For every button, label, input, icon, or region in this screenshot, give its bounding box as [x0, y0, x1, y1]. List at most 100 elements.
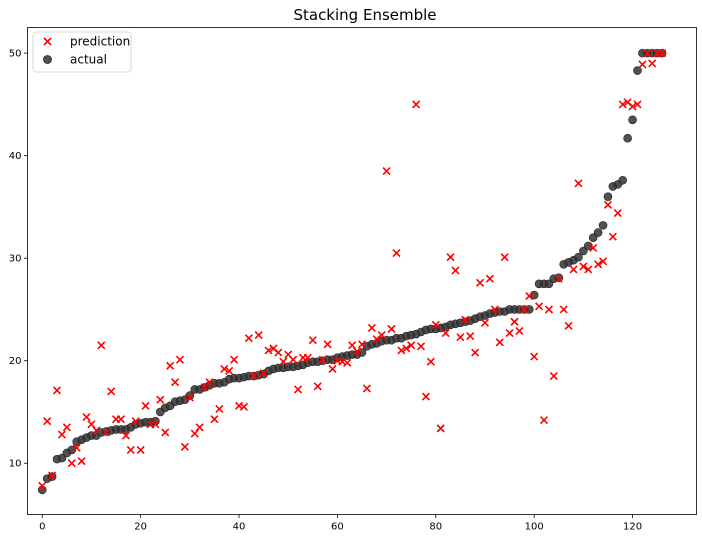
prediction-point — [87, 420, 96, 429]
prediction-point — [97, 341, 106, 350]
prediction-point — [446, 253, 455, 262]
prediction-point — [175, 355, 185, 364]
actual-point — [628, 115, 637, 125]
prediction-point — [166, 361, 175, 370]
prediction-point — [569, 265, 578, 274]
prediction-point — [402, 344, 411, 353]
prediction-point — [151, 420, 160, 429]
prediction-point — [254, 331, 263, 340]
prediction-point — [530, 352, 539, 361]
prediction-point — [279, 357, 288, 366]
x-tick-label: 120 — [623, 522, 642, 533]
x-tick-label: 60 — [331, 522, 344, 533]
prediction-point — [323, 340, 332, 349]
prediction-point — [343, 358, 352, 367]
prediction-point — [67, 459, 76, 468]
prediction-point — [259, 368, 268, 378]
prediction-point — [210, 415, 219, 424]
prediction-point — [367, 323, 376, 332]
prediction-point — [658, 49, 667, 58]
prediction-point — [239, 402, 249, 411]
x-tick-label: 20 — [134, 522, 147, 533]
prediction-point — [303, 353, 312, 362]
prediction-point — [289, 355, 298, 364]
legend-prediction-marker — [43, 37, 52, 46]
prediction-point — [382, 166, 391, 176]
prediction-point — [594, 260, 603, 269]
prediction-point — [436, 424, 445, 433]
prediction-point — [43, 417, 52, 426]
actual-point — [593, 228, 603, 237]
prediction-point — [77, 457, 86, 466]
actual-point — [67, 445, 77, 455]
prediction-point — [431, 320, 440, 329]
y-tick-label: 50 — [9, 49, 22, 60]
prediction-point — [392, 248, 401, 258]
prediction-point — [348, 341, 357, 350]
prediction-point — [328, 364, 337, 373]
prediction-point — [426, 357, 435, 366]
prediction-point — [205, 378, 214, 387]
prediction-point — [72, 443, 81, 452]
actual-point — [574, 252, 583, 262]
prediction-point — [57, 430, 66, 439]
actual-point — [37, 485, 47, 495]
prediction-point — [618, 100, 627, 109]
prediction-point — [190, 429, 199, 438]
prediction-point — [126, 445, 135, 454]
actual-point — [583, 241, 593, 251]
prediction-point — [579, 262, 588, 271]
prediction-point — [421, 392, 431, 401]
prediction-point — [500, 253, 509, 262]
prediction-point — [62, 423, 71, 432]
prediction-point — [156, 395, 165, 404]
prediction-point — [313, 382, 322, 391]
legend-prediction-label: prediction — [70, 35, 130, 49]
prediction-point — [416, 342, 426, 351]
prediction-point — [131, 417, 140, 426]
prediction-point — [180, 442, 189, 451]
prediction-point — [598, 257, 608, 266]
prediction-point — [48, 471, 57, 480]
prediction-point — [362, 384, 371, 393]
prediction-point — [225, 366, 234, 376]
prediction-point — [515, 326, 524, 336]
prediction-point — [554, 274, 563, 283]
plot-area — [27, 27, 697, 515]
prediction-point — [510, 317, 519, 326]
prediction-point — [136, 445, 145, 454]
prediction-point — [308, 336, 317, 345]
prediction-point — [456, 333, 465, 342]
prediction-point — [102, 428, 111, 437]
prediction-point — [249, 372, 258, 381]
prediction-point — [185, 393, 194, 402]
prediction-point — [377, 331, 386, 340]
x-tick-label: 80 — [429, 522, 442, 533]
y-tick-label: 10 — [9, 459, 22, 470]
prediction-point — [544, 305, 553, 314]
prediction-point — [539, 416, 549, 425]
prediction-point — [195, 423, 204, 432]
prediction-point — [475, 278, 485, 287]
prediction-point — [141, 401, 150, 410]
prediction-point — [549, 372, 558, 381]
prediction-point — [485, 274, 494, 283]
prediction-point — [505, 328, 514, 338]
prediction-point — [584, 265, 593, 274]
prediction-point — [230, 355, 239, 364]
x-tick-label: 40 — [233, 522, 246, 533]
axis-ticks: 0 20 40 60 80 100 120 10 20 30 40 50 — [9, 49, 642, 533]
prediction-point — [244, 334, 253, 343]
prediction-point — [490, 305, 499, 314]
prediction-point — [353, 347, 362, 356]
prediction-point — [589, 243, 598, 252]
x-tick-label: 100 — [525, 522, 544, 533]
prediction-point — [215, 404, 224, 413]
y-tick-label: 20 — [9, 356, 22, 367]
prediction-point — [648, 59, 657, 68]
prediction-point — [121, 431, 130, 440]
legend-box — [32, 31, 132, 73]
prediction-point — [638, 60, 647, 69]
prediction-point — [633, 100, 642, 109]
